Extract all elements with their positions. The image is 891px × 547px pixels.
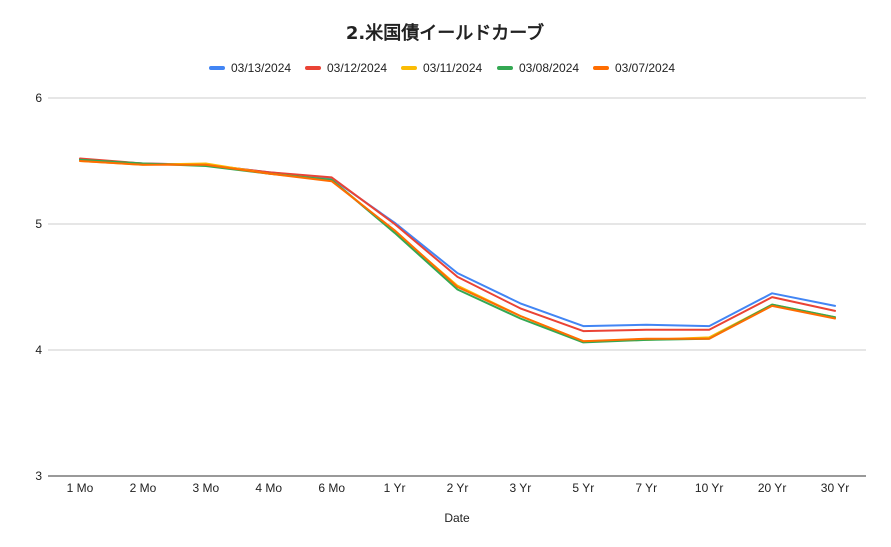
x-tick-label: 1 Yr bbox=[384, 481, 406, 495]
y-tick-label: 6 bbox=[35, 91, 42, 105]
legend-label: 03/12/2024 bbox=[327, 61, 387, 75]
y-tick-label: 4 bbox=[35, 343, 42, 357]
y-tick-label: 3 bbox=[35, 469, 42, 483]
x-tick-label: 1 Mo bbox=[67, 481, 94, 495]
y-tick-label: 5 bbox=[35, 217, 42, 231]
y-axis-ticks: 3 4 5 6 bbox=[35, 91, 42, 483]
legend: 03/13/2024 03/12/2024 03/11/2024 03/08/2024… bbox=[209, 61, 675, 75]
legend-label: 03/13/2024 bbox=[231, 61, 291, 75]
series-line bbox=[79, 157, 836, 333]
x-tick-label: 3 Mo bbox=[192, 481, 219, 495]
series-line bbox=[79, 158, 836, 328]
x-tick-label: 7 Yr bbox=[635, 481, 657, 495]
series-line bbox=[79, 160, 836, 343]
gridlines bbox=[48, 97, 866, 477]
x-tick-label: 10 Yr bbox=[695, 481, 723, 495]
series-lines bbox=[79, 157, 836, 344]
legend-label: 03/07/2024 bbox=[615, 61, 675, 75]
x-tick-label: 20 Yr bbox=[758, 481, 786, 495]
legend-label: 03/11/2024 bbox=[423, 61, 482, 75]
x-tick-label: 5 Yr bbox=[572, 481, 594, 495]
x-tick-label: 2 Yr bbox=[447, 481, 469, 495]
x-tick-label: 30 Yr bbox=[821, 481, 849, 495]
x-tick-label: 3 Yr bbox=[510, 481, 532, 495]
x-tick-label: 6 Mo bbox=[318, 481, 345, 495]
chart-title: 2.米国債イールドカーブ bbox=[346, 22, 544, 44]
series-line bbox=[79, 158, 836, 344]
series-line bbox=[79, 160, 836, 343]
x-axis-label: Date bbox=[444, 511, 470, 525]
x-axis-ticks: 1 Mo 2 Mo 3 Mo 4 Mo 6 Mo 1 Yr 2 Yr 3 Yr 5 Yr 7 Yr… bbox=[67, 481, 850, 495]
x-tick-label: 2 Mo bbox=[130, 481, 157, 495]
legend-label: 03/08/2024 bbox=[519, 61, 579, 75]
x-tick-label: 4 Mo bbox=[255, 481, 282, 495]
